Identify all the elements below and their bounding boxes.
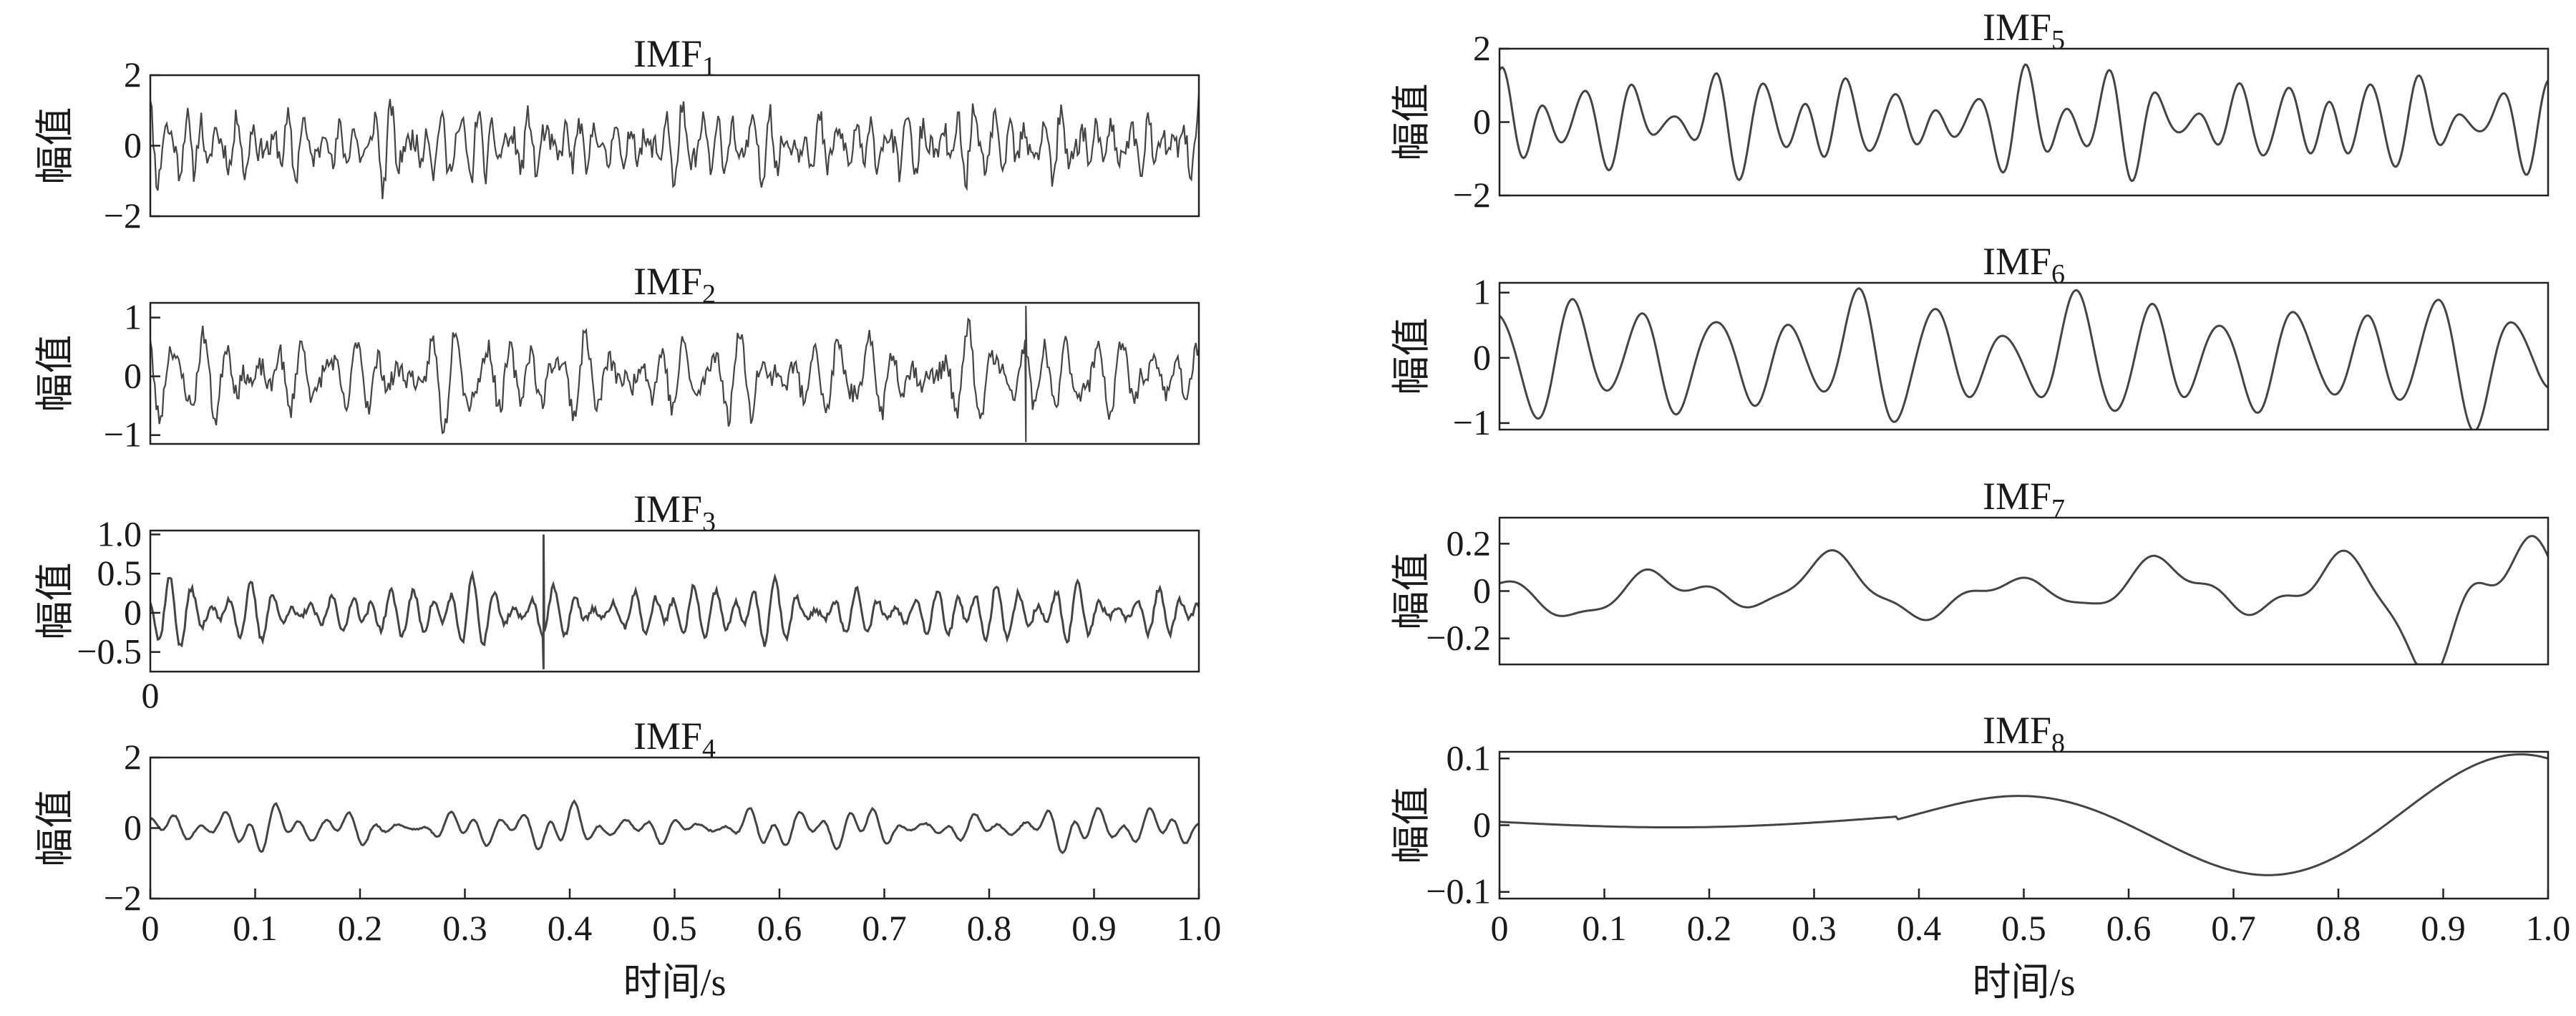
panel-title: IMF8	[1983, 709, 2065, 758]
panel-title: IMF6	[1983, 240, 2065, 289]
series-line	[1500, 63, 2548, 183]
y-tick-label: −2	[104, 878, 142, 918]
y-tick-label: −0.2	[1426, 618, 1491, 658]
x-tick-label: 0.5	[652, 908, 697, 948]
y-axis-label: 幅值	[34, 790, 77, 867]
y-axis-label: 幅值	[1390, 787, 1433, 864]
y-axis-label: 幅值	[34, 563, 77, 640]
x-axis-label: 时间/s	[623, 961, 726, 1004]
panel-title: IMF2	[633, 260, 716, 309]
y-tick-label: 2	[124, 737, 142, 777]
y-tick-label: 0.2	[1447, 523, 1492, 563]
y-tick-label: 0.5	[97, 553, 142, 593]
series-line	[1500, 287, 2548, 430]
y-axis-label: 幅值	[34, 107, 77, 185]
x-tick-label: 0.7	[2211, 908, 2256, 948]
y-tick-label: 2	[124, 54, 142, 95]
imf-panel-7: IMF7 0.2 0 −0.2幅值	[1390, 475, 2550, 666]
y-tick-label: −1	[104, 415, 142, 455]
imf-panel-6: IMF6 1 0 −1 幅值	[1390, 240, 2550, 442]
plot-frame	[1498, 516, 2550, 666]
y-axis-label: 幅值	[1390, 553, 1433, 630]
y-tick-label: 0	[124, 808, 142, 848]
y-tick-label: 0	[1473, 337, 1491, 377]
series-line	[150, 306, 1199, 442]
y-tick-label: 0	[124, 356, 142, 396]
x-tick-label: 0.1	[1582, 908, 1627, 948]
x-tick-label: 0	[142, 908, 160, 948]
x-tick-label: 0.3	[1792, 908, 1837, 948]
series-line	[1500, 753, 2548, 876]
x-tick-label: 1.0	[1177, 908, 1222, 948]
y-tick-label: 0	[124, 125, 142, 165]
panel-title: IMF3	[633, 488, 716, 537]
plot-frame	[149, 756, 1200, 900]
y-tick-label: −2	[104, 195, 142, 236]
x-tick-label: 0.1	[233, 908, 278, 948]
y-axis-label: 幅值	[34, 335, 77, 412]
y-tick-label: −0.5	[77, 632, 142, 672]
series-line	[150, 534, 1199, 669]
x-tick-label: 0.6	[2106, 908, 2152, 948]
x-tick-label: 0.2	[1687, 908, 1732, 948]
x-origin-label: 0	[142, 675, 160, 715]
series-line	[1500, 535, 2548, 664]
y-tick-label: 1	[1473, 272, 1491, 312]
panel-title: IMF4	[633, 715, 716, 764]
plot-frame	[1498, 750, 2550, 900]
y-tick-label: 0	[1473, 571, 1491, 611]
panel-title: IMF7	[1983, 475, 2065, 524]
y-tick-label: 0	[124, 592, 142, 632]
y-tick-label: 1	[124, 297, 142, 337]
plot-frame	[149, 529, 1200, 673]
x-tick-label: 0.8	[967, 908, 1012, 948]
plot-frame	[149, 74, 1200, 218]
x-tick-label: 0.4	[1897, 908, 1942, 948]
plot-frame	[1498, 281, 2550, 431]
x-tick-label: 0	[1491, 908, 1509, 948]
x-tick-label: 0.7	[862, 908, 907, 948]
plot-frame	[1498, 47, 2550, 197]
x-tick-label: 0.8	[2316, 908, 2361, 948]
x-tick-label: 0.3	[442, 908, 487, 948]
plot-frame	[149, 301, 1200, 445]
series-line	[150, 92, 1199, 200]
series-line	[150, 799, 1199, 855]
x-axis-label: 时间/s	[1972, 961, 2075, 1004]
panel-title: IMF1	[633, 32, 716, 82]
panel-title: IMF5	[1983, 6, 2065, 55]
y-tick-label: 0.1	[1447, 737, 1492, 778]
imf-panel-5: IMF5 2 0 −2 幅值	[1390, 6, 2550, 215]
y-tick-label: −0.1	[1426, 871, 1491, 911]
x-tick-label: 1.0	[2526, 908, 2571, 948]
y-tick-label: 0	[1473, 805, 1491, 845]
x-tick-label: 0.9	[2421, 908, 2466, 948]
y-tick-label: 1.0	[97, 513, 142, 553]
y-tick-label: −2	[1453, 175, 1491, 215]
y-tick-label: 0	[1473, 102, 1491, 142]
x-tick-label: 0.4	[548, 908, 593, 948]
imf-panel-2: IMF2 1 0 −1 幅值	[34, 260, 1200, 455]
x-tick-label: 0.9	[1071, 908, 1117, 948]
x-tick-label: 0.5	[2001, 908, 2046, 948]
x-tick-label: 0.2	[338, 908, 383, 948]
x-tick-label: 0.6	[757, 908, 802, 948]
imf-panel-1: IMF1 2 0 −2 幅值	[34, 32, 1200, 236]
y-tick-label: −1	[1453, 402, 1491, 442]
y-axis-label: 幅值	[1390, 318, 1433, 395]
y-axis-label: 幅值	[1390, 84, 1433, 161]
y-tick-label: 2	[1473, 28, 1491, 68]
